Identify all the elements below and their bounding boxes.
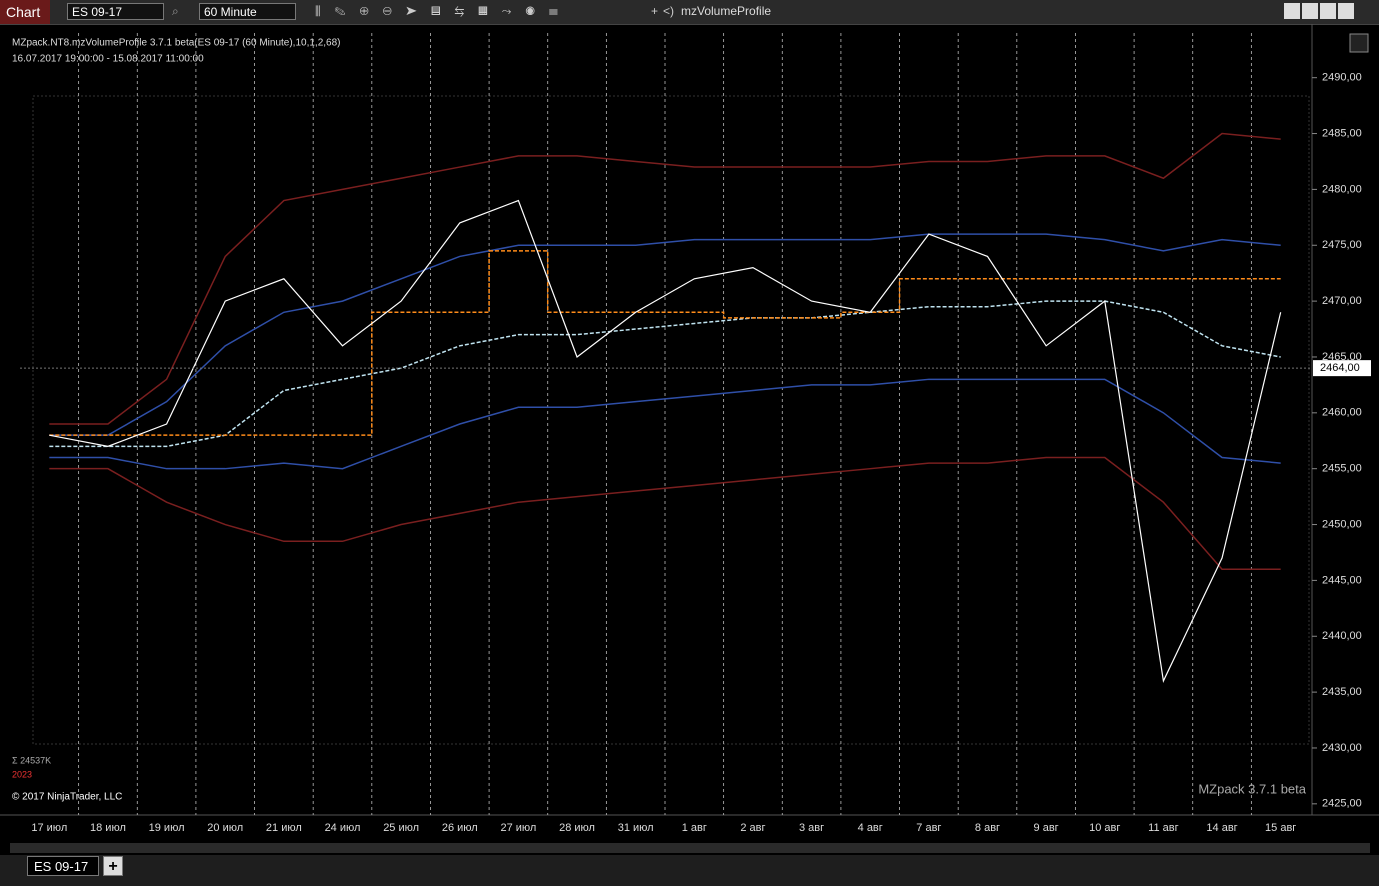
- add-tab[interactable]: +: [103, 856, 123, 876]
- y-tick-label: 2465,00: [1322, 351, 1362, 363]
- x-tick-label: 14 авг: [1206, 822, 1237, 834]
- series-line: [49, 378, 1281, 470]
- x-tick-label: 2 авг: [740, 822, 765, 834]
- tool-icons[interactable]: ⫼✎⊕⊖➤▤⇆▦⤳◉☰: [315, 4, 572, 18]
- y-tick-label: 2435,00: [1322, 686, 1362, 698]
- window-title: Chart: [0, 0, 50, 24]
- bar-count: 2023: [12, 769, 32, 779]
- y-tick-label: 2425,00: [1322, 798, 1362, 810]
- series-line: [49, 300, 1281, 448]
- series-line: [49, 233, 1281, 436]
- zoom-in[interactable]: +: [651, 4, 659, 18]
- x-tick-label: 10 авг: [1089, 822, 1120, 834]
- y-tick-label: 2430,00: [1322, 742, 1362, 754]
- y-tick-label: 2455,00: [1322, 463, 1362, 475]
- x-tick-label: 9 авг: [1034, 822, 1059, 834]
- x-tick-label: 20 июл: [207, 822, 243, 834]
- search-icon[interactable]: ⌕: [172, 4, 179, 18]
- x-tick-label: 24 июл: [325, 822, 361, 834]
- y-tick-label: 2460,00: [1322, 407, 1362, 419]
- tab[interactable]: ES 09-17: [27, 856, 99, 876]
- x-tick-label: 3 авг: [799, 822, 824, 834]
- series-line: [49, 199, 1282, 683]
- x-tick-label: 27 июл: [500, 822, 536, 834]
- x-tick-label: 26 июл: [442, 822, 478, 834]
- volume-sum: Σ 24537K: [12, 755, 51, 765]
- last-price-box: [1313, 360, 1371, 377]
- x-tick-label: 17 июл: [31, 822, 67, 834]
- instrument-select[interactable]: ES 09-17: [67, 3, 164, 20]
- indicator-name: mzVolumeProfile: [681, 4, 772, 18]
- plot-frame: [32, 95, 1310, 745]
- interval-select[interactable]: 60 Minute: [199, 3, 296, 20]
- window-buttons[interactable]: [1284, 3, 1374, 19]
- y-tick-label: 2450,00: [1322, 518, 1362, 530]
- x-tick-label: 31 июл: [618, 822, 654, 834]
- scrollbar[interactable]: [10, 843, 1370, 853]
- x-tick-label: 28 июл: [559, 822, 595, 834]
- f-button[interactable]: [1349, 33, 1369, 53]
- x-tick-label: 19 июл: [149, 822, 185, 834]
- y-tick-label: 2475,00: [1322, 239, 1362, 251]
- indicator-title: MZpack.NT8.mzVolumeProfile 3.7.1 beta(ES…: [12, 38, 341, 49]
- x-tick-label: 15 авг: [1265, 822, 1296, 834]
- y-tick-label: 2480,00: [1322, 183, 1362, 195]
- x-tick-label: 18 июл: [90, 822, 126, 834]
- series-line: [49, 456, 1281, 570]
- x-tick-label: 11 авг: [1148, 822, 1178, 834]
- y-tick-label: 2470,00: [1322, 295, 1362, 307]
- y-tick-label: 2490,00: [1322, 72, 1362, 84]
- x-tick-label: 21 июл: [266, 822, 302, 834]
- last-price-label: 2464,00: [1320, 362, 1360, 374]
- x-tick-label: 8 авг: [975, 822, 1000, 834]
- watermark: MZpack 3.7.1 beta: [1198, 781, 1306, 796]
- tab-bar: ES 09-17 +: [0, 855, 1379, 886]
- toolbar: Chart ES 09-17 ⌕ 60 Minute ⫼✎⊕⊖➤▤⇆▦⤳◉☰ +…: [0, 0, 1379, 25]
- y-tick-label: 2445,00: [1322, 574, 1362, 586]
- x-tick-label: 7 авг: [916, 822, 941, 834]
- y-tick-label: 2440,00: [1322, 630, 1362, 642]
- series-line: [49, 250, 1281, 436]
- chart: MZpack.NT8.mzVolumeProfile 3.7.1 beta(ES…: [0, 24, 1379, 853]
- x-tick-label: 1 авг: [682, 822, 707, 834]
- copyright: © 2017 NinjaTrader, LLC: [12, 792, 122, 803]
- x-tick-label: 25 июл: [383, 822, 419, 834]
- x-tick-label: 4 авг: [858, 822, 883, 834]
- y-tick-label: 2485,00: [1322, 127, 1362, 139]
- series-line: [49, 132, 1281, 425]
- zoom-out[interactable]: <): [663, 4, 675, 18]
- date-range: 16.07.2017 19:00:00 - 15.08.2017 11:00:0…: [12, 54, 204, 65]
